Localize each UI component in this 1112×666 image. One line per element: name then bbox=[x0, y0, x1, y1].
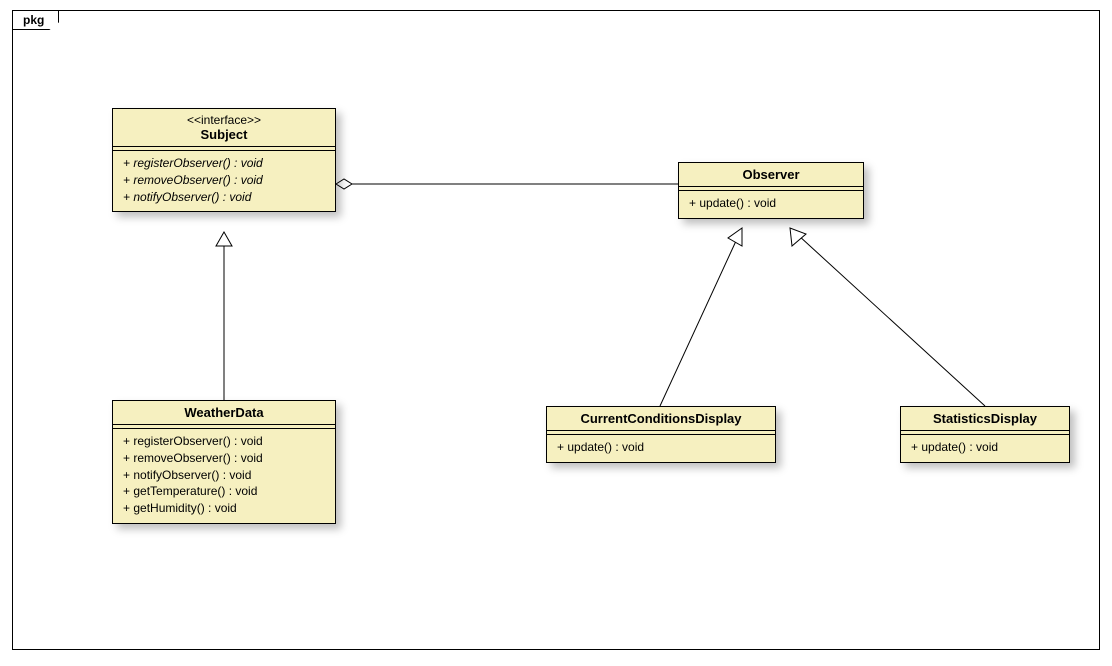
method: + removeObserver() : void bbox=[123, 450, 325, 467]
method: + getHumidity() : void bbox=[123, 500, 325, 517]
method: + registerObserver() : void bbox=[123, 155, 325, 172]
class-methods: + update() : void bbox=[547, 435, 775, 462]
method: + registerObserver() : void bbox=[123, 433, 325, 450]
class-currentconditions: CurrentConditionsDisplay + update() : vo… bbox=[546, 406, 776, 463]
method: + getTemperature() : void bbox=[123, 483, 325, 500]
method: + update() : void bbox=[557, 439, 765, 456]
method: + removeObserver() : void bbox=[123, 172, 325, 189]
class-weatherdata: WeatherData + registerObserver() : void … bbox=[112, 400, 336, 524]
class-observer: Observer + update() : void bbox=[678, 162, 864, 219]
class-methods: + update() : void bbox=[679, 191, 863, 218]
class-methods: + registerObserver() : void + removeObse… bbox=[113, 151, 335, 211]
class-statistics: StatisticsDisplay + update() : void bbox=[900, 406, 1070, 463]
class-methods: + update() : void bbox=[901, 435, 1069, 462]
method: + update() : void bbox=[689, 195, 853, 212]
frame-label: pkg bbox=[12, 10, 59, 30]
method: + notifyObserver() : void bbox=[123, 189, 325, 206]
method: + notifyObserver() : void bbox=[123, 467, 325, 484]
class-name: Observer bbox=[679, 163, 863, 187]
method: + update() : void bbox=[911, 439, 1059, 456]
class-name: WeatherData bbox=[113, 401, 335, 425]
package-frame: pkg bbox=[12, 10, 1100, 650]
class-name: CurrentConditionsDisplay bbox=[547, 407, 775, 431]
class-methods: + registerObserver() : void + removeObse… bbox=[113, 429, 335, 523]
class-name: Subject bbox=[113, 127, 335, 147]
class-name: StatisticsDisplay bbox=[901, 407, 1069, 431]
class-subject: <<interface>> Subject + registerObserver… bbox=[112, 108, 336, 212]
stereotype: <<interface>> bbox=[113, 109, 335, 127]
